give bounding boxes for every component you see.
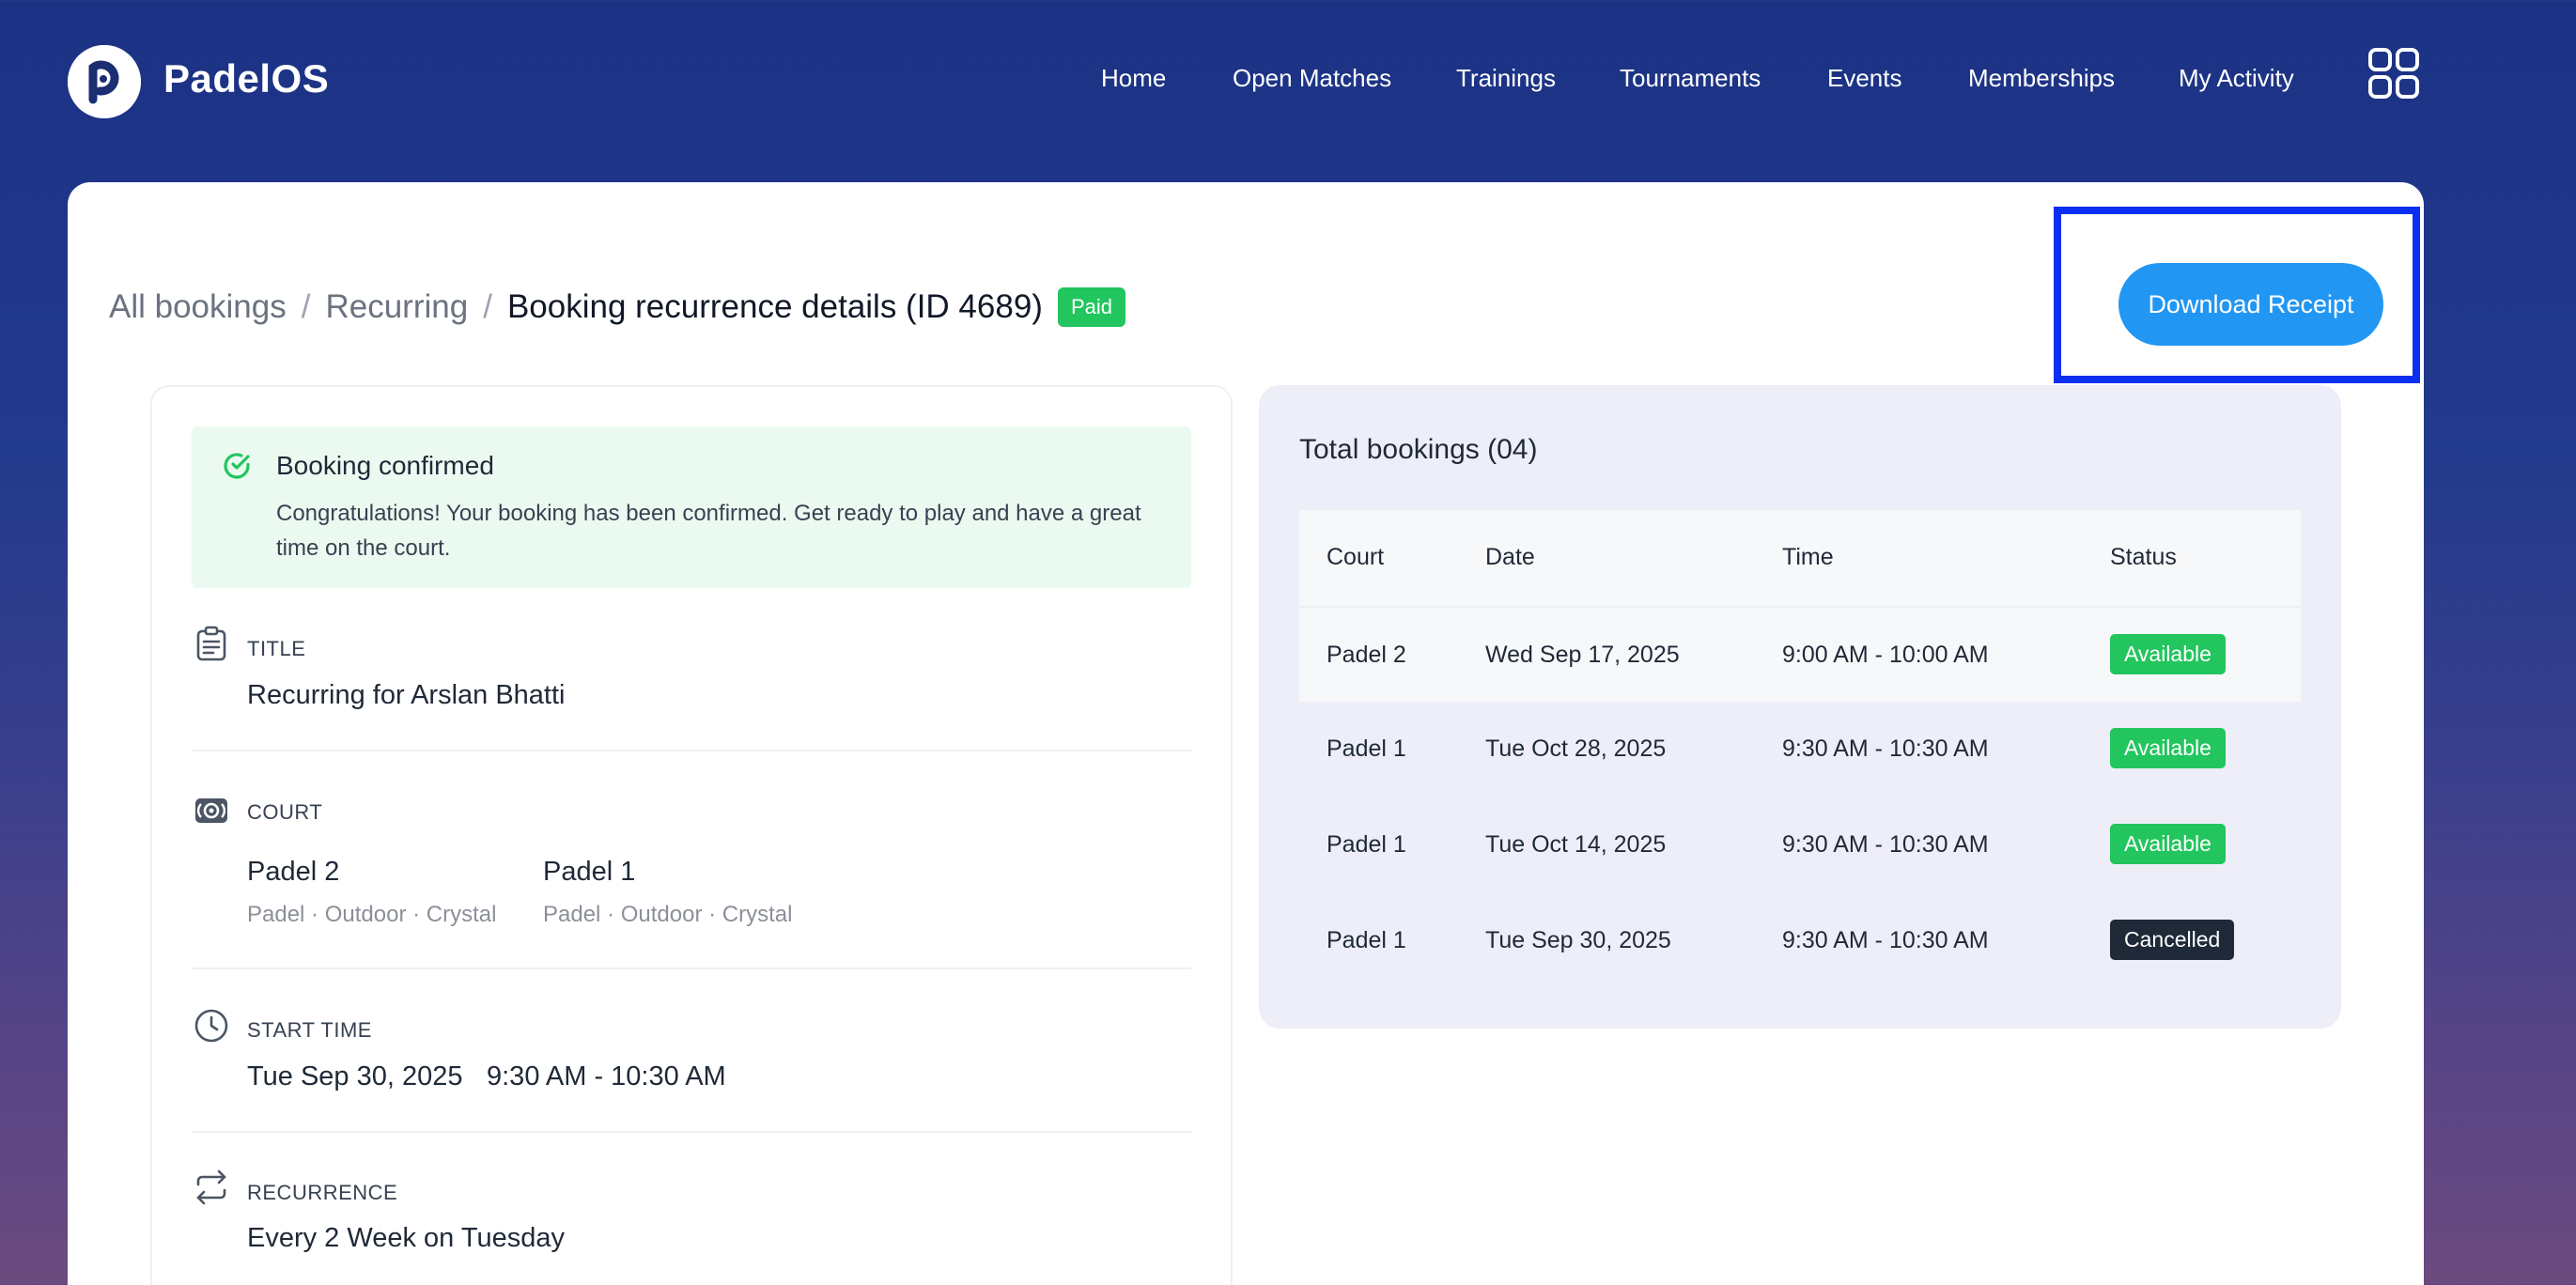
divider	[192, 968, 1191, 969]
status-badge: Cancelled	[2110, 920, 2235, 960]
padelos-logo-icon[interactable]	[68, 45, 141, 118]
start-date: Tue Sep 30, 2025	[247, 1061, 463, 1091]
cell-court: Padel 1	[1327, 831, 1406, 858]
alert-title: Booking confirmed	[276, 451, 494, 480]
title-value: Recurring for Arslan Bhatti	[247, 680, 566, 710]
download-receipt-button[interactable]: Download Receipt	[2118, 263, 2383, 346]
nav-my-activity[interactable]: My Activity	[2179, 64, 2294, 92]
table-row[interactable]: Padel 2 Wed Sep 17, 2025 9:00 AM - 10:00…	[1299, 606, 2301, 702]
court-meta: Padel · Outdoor · Crystal	[543, 902, 793, 927]
cell-court: Padel 1	[1327, 927, 1406, 953]
table-header: Court Date Time Status	[1299, 510, 2301, 606]
status-badge: Available	[2110, 824, 2226, 864]
page-title: Booking recurrence details (ID 4689)	[506, 288, 1043, 325]
check-circle-icon	[220, 449, 254, 483]
alert-message: Congratulations! Your booking has been c…	[276, 501, 1141, 561]
status-badge: Available	[2110, 728, 2226, 768]
top-header: PadelOS Home Open Matches Trainings Tour…	[0, 0, 2576, 169]
breadcrumb-all-bookings[interactable]: All bookings	[109, 288, 287, 325]
recurrence-label: RECURRENCE	[247, 1181, 398, 1204]
start-time-range: 9:30 AM - 10:30 AM	[487, 1061, 726, 1091]
repeat-icon	[194, 1169, 229, 1205]
column-header-court: Court	[1327, 544, 1385, 570]
booking-confirmed-alert: Booking confirmed Congratulations! Your …	[192, 426, 1191, 588]
cell-time: 9:30 AM - 10:30 AM	[1782, 927, 1989, 953]
court-name: Padel 2	[247, 857, 340, 887]
breadcrumb-recurring[interactable]: Recurring	[325, 288, 469, 325]
table-row[interactable]: Padel 1 Tue Sep 30, 2025 9:30 AM - 10:30…	[1299, 893, 2301, 989]
column-header-date: Date	[1485, 544, 1535, 570]
title-label: TITLE	[247, 637, 306, 660]
table-row[interactable]: Padel 1 Tue Oct 28, 2025 9:30 AM - 10:30…	[1299, 702, 2301, 797]
nav-tournaments[interactable]: Tournaments	[1620, 64, 1761, 92]
cell-date: Tue Sep 30, 2025	[1485, 927, 1671, 953]
nav-events[interactable]: Events	[1827, 64, 1902, 92]
nav-memberships[interactable]: Memberships	[1968, 64, 2116, 92]
court-icon	[194, 793, 229, 828]
cell-time: 9:00 AM - 10:00 AM	[1782, 642, 1989, 668]
download-receipt-highlight	[2054, 207, 2420, 383]
cell-time: 9:30 AM - 10:30 AM	[1782, 735, 1989, 762]
cell-date: Tue Oct 14, 2025	[1485, 831, 1667, 858]
breadcrumb-separator: /	[301, 288, 311, 325]
recurrence-value: Every 2 Week on Tuesday	[247, 1223, 565, 1253]
column-header-status: Status	[2110, 544, 2177, 570]
breadcrumb-separator: /	[483, 288, 492, 325]
column-header-time: Time	[1782, 544, 1834, 570]
nav-open-matches[interactable]: Open Matches	[1233, 64, 1392, 92]
court-meta: Padel · Outdoor · Crystal	[247, 902, 497, 927]
divider	[192, 750, 1191, 751]
brand-name[interactable]: PadelOS	[163, 56, 330, 101]
cell-court: Padel 1	[1327, 735, 1406, 762]
total-bookings-title: Total bookings (04)	[1299, 434, 1538, 465]
clock-icon	[194, 1008, 229, 1044]
breadcrumb: All bookings / Recurring / Booking recur…	[109, 284, 1125, 331]
clipboard-icon	[194, 626, 229, 661]
nav-home[interactable]: Home	[1101, 64, 1167, 92]
cell-date: Tue Oct 28, 2025	[1485, 735, 1667, 762]
nav-trainings[interactable]: Trainings	[1456, 64, 1556, 92]
cell-court: Padel 2	[1327, 642, 1406, 668]
apps-grid-icon[interactable]	[2367, 47, 2420, 100]
court-label: COURT	[247, 800, 323, 824]
paid-status-badge: Paid	[1057, 287, 1125, 327]
court-name: Padel 1	[543, 857, 636, 887]
table-row[interactable]: Padel 1 Tue Oct 14, 2025 9:30 AM - 10:30…	[1299, 797, 2301, 893]
divider	[192, 1131, 1191, 1133]
start-time-label: START TIME	[247, 1018, 372, 1042]
bookings-table: Court Date Time Status Padel 2 Wed Sep 1…	[1299, 510, 2301, 989]
cell-time: 9:30 AM - 10:30 AM	[1782, 831, 1989, 858]
cell-date: Wed Sep 17, 2025	[1485, 642, 1680, 668]
status-badge: Available	[2110, 634, 2226, 674]
